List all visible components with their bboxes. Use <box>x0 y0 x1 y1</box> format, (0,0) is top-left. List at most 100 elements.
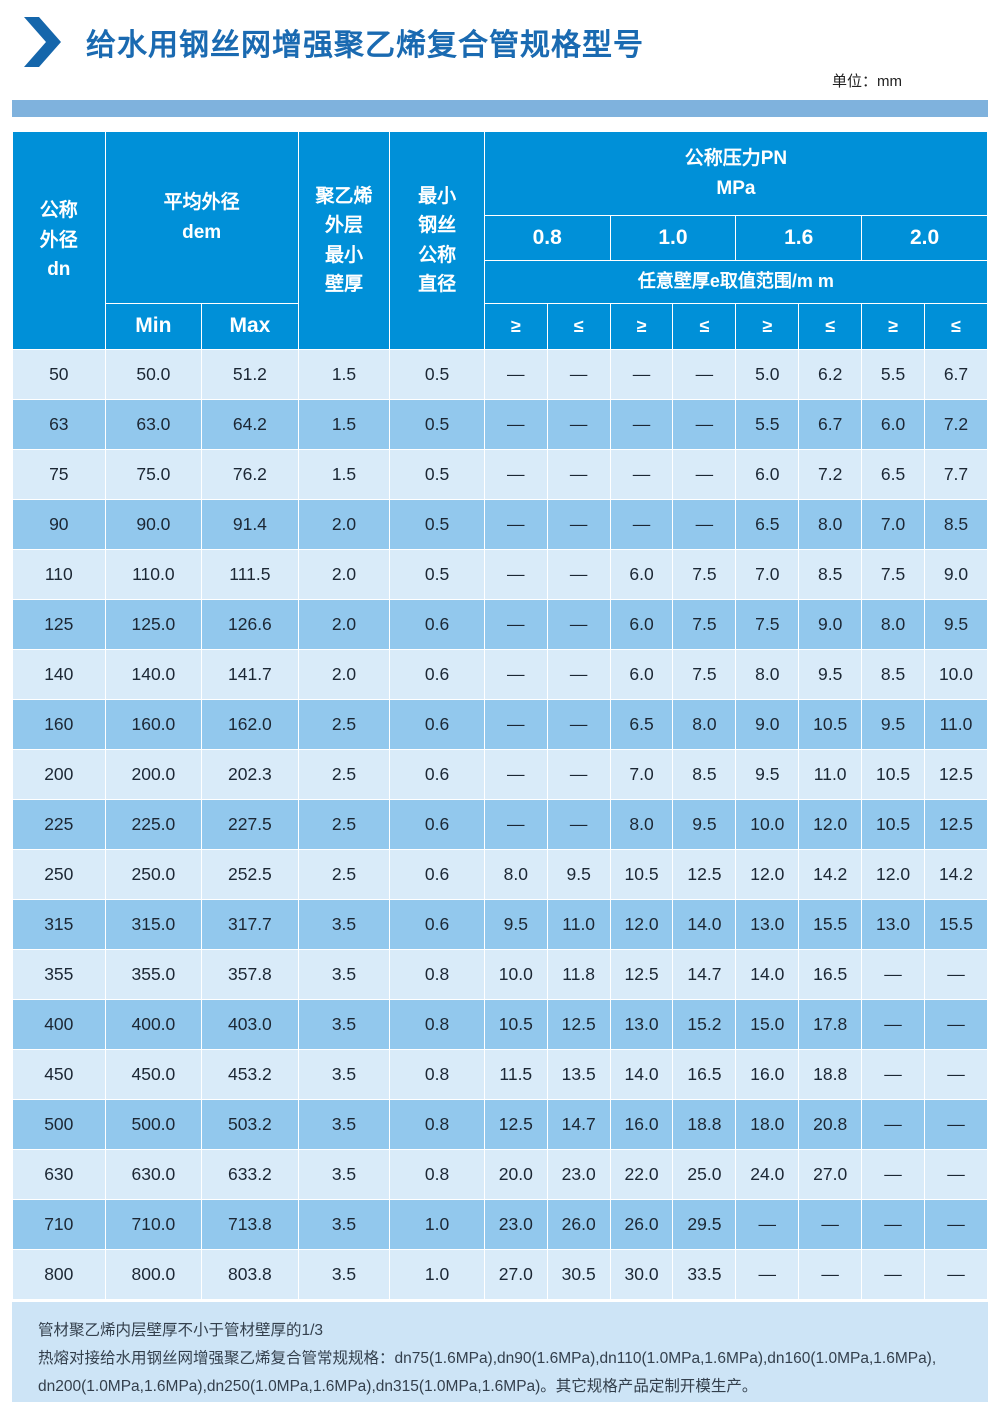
table-row: 250 250.0 252.5 2.5 0.6 8.0 9.5 10.5 12.5 12.0 14.… <box>12 849 989 900</box>
cell-value: 800.0 <box>104 1249 203 1300</box>
cell-value: 2.5 <box>297 799 391 850</box>
cell-value: 15.0 <box>735 999 800 1050</box>
cell-value: 125.0 <box>104 599 203 650</box>
cell-value: 6.0 <box>735 449 800 500</box>
cell-value: 10.0 <box>923 649 989 700</box>
cell-value: 9.5 <box>483 899 548 950</box>
cell-value: 50.0 <box>104 349 203 400</box>
cell-value: 6.0 <box>609 599 674 650</box>
cell-value: 14.7 <box>672 949 737 1000</box>
cell-value: — <box>609 499 674 550</box>
cell-value: 2.0 <box>297 649 391 700</box>
cell-value: 315.0 <box>104 899 203 950</box>
cell-value: 75.0 <box>104 449 203 500</box>
cell-value: 1.0 <box>389 1249 485 1300</box>
cell-value: 24.0 <box>735 1149 800 1200</box>
header-pressure-0.8: 0.8 <box>483 215 611 261</box>
cell-dn: 75 <box>12 449 106 500</box>
cell-value: — <box>923 1099 989 1150</box>
cell-value: 7.5 <box>672 549 737 600</box>
cell-value: 12.5 <box>672 849 737 900</box>
cell-value: 6.2 <box>798 349 863 400</box>
cell-value: 12.5 <box>923 799 989 850</box>
note-line: 热熔对接给水用钢丝网增强聚乙烯复合管常规规格：dn75(1.6MPa),dn90… <box>38 1349 937 1367</box>
cell-value: 10.5 <box>861 799 925 850</box>
cell-value: — <box>672 449 737 500</box>
cell-value: 18.0 <box>735 1099 800 1150</box>
table-row: 110 110.0 111.5 2.0 0.5— —6.0 7.5 7.0 8.5 7.5 9.0 <box>12 549 989 600</box>
cell-value: — <box>546 399 611 450</box>
title-row: 给水用钢丝网增强聚乙烯复合管规格型号 <box>12 0 988 68</box>
table-row: 160 160.0 162.0 2.5 0.6— —6.5 8.0 9.0 10.5 9.5 11.… <box>12 699 989 750</box>
cell-value: 0.5 <box>389 499 485 550</box>
cell-value: 633.2 <box>201 1149 299 1200</box>
cell-value: 9.5 <box>735 749 800 800</box>
cell-value: 202.3 <box>201 749 299 800</box>
cell-value: 6.5 <box>861 449 925 500</box>
cell-value: 9.5 <box>672 799 737 850</box>
cell-value: 12.5 <box>609 949 674 1000</box>
header-nominal-pressure: 公称压力PN MPa <box>483 131 989 216</box>
cell-value: — <box>735 1199 800 1250</box>
cell-value: — <box>609 399 674 450</box>
header-average-outer-diameter: 平均外径 dem <box>104 131 299 304</box>
table-row: 50 50.0 51.2 1.5 0.5— — — —5.0 6.2 5.5 6.7 <box>12 349 989 400</box>
cell-value: 7.5 <box>861 549 925 600</box>
cell-value: 7.5 <box>735 599 800 650</box>
cell-value: 3.5 <box>297 1199 391 1250</box>
cell-dn: 140 <box>12 649 106 700</box>
cell-value: 355.0 <box>104 949 203 1000</box>
cell-value: 9.5 <box>546 849 611 900</box>
cell-value: 10.0 <box>483 949 548 1000</box>
cell-value: — <box>861 1249 925 1300</box>
cell-value: — <box>672 399 737 450</box>
cell-dn: 630 <box>12 1149 106 1200</box>
cell-value: 16.5 <box>672 1049 737 1100</box>
cell-value: — <box>483 349 548 400</box>
cell-value: — <box>546 449 611 500</box>
cell-value: 3.5 <box>297 899 391 950</box>
cell-value: 9.0 <box>923 549 989 600</box>
cell-value: 2.5 <box>297 749 391 800</box>
cell-value: 141.7 <box>201 649 299 700</box>
cell-value: 450.0 <box>104 1049 203 1100</box>
cell-value: 26.0 <box>546 1199 611 1250</box>
cell-value: 317.7 <box>201 899 299 950</box>
cell-value: 5.5 <box>861 349 925 400</box>
cell-value: 0.5 <box>389 549 485 600</box>
cell-value: — <box>923 1149 989 1200</box>
cell-value: 8.0 <box>798 499 863 550</box>
cell-value: 12.0 <box>798 799 863 850</box>
cell-value: 18.8 <box>672 1099 737 1150</box>
cell-value: — <box>923 949 989 1000</box>
header-max: Max <box>201 303 299 350</box>
cell-value: 7.0 <box>735 549 800 600</box>
cell-value: 225.0 <box>104 799 203 850</box>
notes-block: 管材聚乙烯内层壁厚不小于管材壁厚的1/3 热熔对接给水用钢丝网增强聚乙烯复合管常… <box>12 1302 988 1402</box>
cell-value: — <box>798 1249 863 1300</box>
cell-value: 3.5 <box>297 1049 391 1100</box>
table-row: 200 200.0 202.3 2.5 0.6— —7.0 8.5 9.5 11.0 10.5 12… <box>12 749 989 800</box>
cell-value: 12.0 <box>609 899 674 950</box>
cell-value: 5.5 <box>735 399 800 450</box>
cell-value: — <box>861 949 925 1000</box>
cell-value: 7.5 <box>672 599 737 650</box>
cell-value: 2.5 <box>297 849 391 900</box>
cell-value: — <box>483 399 548 450</box>
cell-value: 14.0 <box>735 949 800 1000</box>
cell-value: 15.5 <box>923 899 989 950</box>
cell-value: — <box>923 1199 989 1250</box>
cell-value: 710.0 <box>104 1199 203 1250</box>
cell-value: 162.0 <box>201 699 299 750</box>
header-le-icon: ≤ <box>672 303 737 350</box>
cell-value: — <box>672 499 737 550</box>
table-header: 公称 外径 dn 平均外径 dem 聚乙烯 外层 最小 壁厚 最小 钢丝 公称 … <box>12 131 989 350</box>
cell-value: 2.0 <box>297 599 391 650</box>
cell-value: 15.2 <box>672 999 737 1050</box>
cell-value: 0.6 <box>389 799 485 850</box>
cell-value: 110.0 <box>104 549 203 600</box>
cell-value: — <box>546 599 611 650</box>
cell-value: 30.0 <box>609 1249 674 1300</box>
table-row: 140 140.0 141.7 2.0 0.6— —6.0 7.5 8.0 9.5 8.5 10.0 <box>12 649 989 700</box>
